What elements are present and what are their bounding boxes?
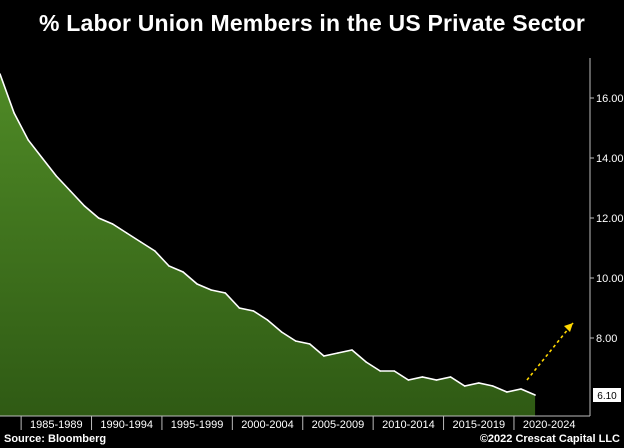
data-point — [13, 112, 15, 114]
data-point — [407, 379, 410, 381]
data-point — [238, 307, 241, 309]
y-tick-label: 8.00 — [596, 333, 617, 345]
data-point — [323, 355, 325, 357]
data-point — [478, 382, 480, 384]
last-value-label: 6.10 — [597, 391, 617, 402]
x-tick-label: 2005-2009 — [312, 419, 365, 431]
data-point — [41, 157, 43, 159]
data-point — [27, 139, 30, 141]
data-point — [280, 331, 283, 333]
annotation-layer — [526, 322, 574, 381]
data-point — [309, 343, 311, 345]
data-point — [492, 385, 494, 387]
chart-title: % Labor Union Members in the US Private … — [39, 10, 585, 36]
data-point — [154, 250, 156, 252]
trend-arrow-head-icon — [564, 323, 573, 332]
data-point — [337, 352, 339, 354]
y-tick-label: 16.00 — [596, 93, 624, 105]
data-point — [266, 319, 269, 321]
data-point — [111, 223, 114, 225]
data-point — [379, 370, 382, 372]
x-tick-label: 2020-2024 — [523, 419, 576, 431]
last-value-box — [593, 388, 621, 402]
data-point — [463, 385, 466, 387]
data-point — [0, 73, 1, 75]
x-tick-label: 2010-2014 — [382, 419, 435, 431]
trend-arrow-line — [526, 322, 574, 381]
area-layer — [0, 73, 536, 416]
data-point — [182, 271, 184, 273]
data-point — [83, 205, 86, 207]
data-point — [435, 379, 438, 381]
data-point — [421, 376, 424, 378]
y-tick-label: 14.00 — [596, 153, 624, 165]
data-point — [168, 265, 170, 267]
copyright-note: ©2022 Crescat Capital LLC — [479, 433, 620, 445]
data-point — [69, 190, 72, 192]
x-tick-label: 2015-2019 — [452, 419, 505, 431]
data-point — [393, 370, 396, 372]
x-tick-label: 1990-1994 — [100, 419, 153, 431]
data-point — [125, 232, 128, 234]
union-membership-area — [0, 74, 536, 416]
data-point — [520, 388, 522, 390]
axis-layer: 16.00 14.00 12.00 10.00 8.00 1985-1989 1990-19… — [0, 58, 624, 431]
data-point — [506, 391, 508, 393]
data-point — [534, 394, 536, 396]
data-point — [449, 376, 452, 378]
data-point — [140, 241, 142, 243]
x-tick-label: 1995-1999 — [171, 419, 224, 431]
y-tick-label: 12.00 — [596, 213, 624, 225]
data-point — [210, 289, 212, 291]
y-tick-label: 10.00 — [596, 273, 624, 285]
data-point — [55, 175, 58, 177]
data-point — [196, 283, 198, 285]
data-point — [351, 349, 353, 351]
x-tick-label: 1985-1989 — [30, 419, 83, 431]
data-point — [294, 340, 297, 342]
source-note: Source: Bloomberg — [4, 433, 107, 445]
x-tick-label: 2000-2004 — [241, 419, 294, 431]
data-point — [224, 292, 227, 294]
data-point — [365, 361, 367, 363]
data-point — [252, 310, 255, 312]
data-point — [97, 217, 100, 219]
